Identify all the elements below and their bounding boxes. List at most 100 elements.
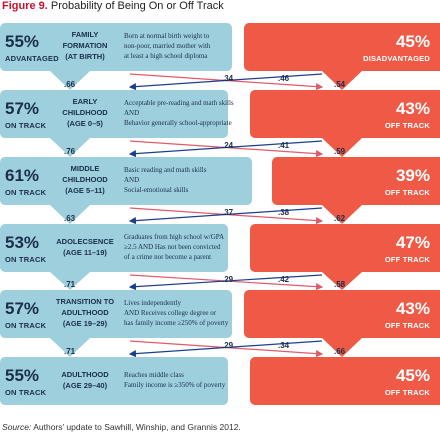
- criteria-line: AND Receives college degree or: [124, 309, 217, 317]
- stay-on-probability: .63: [64, 213, 76, 223]
- off-track-box: 47% OFF TRACK: [250, 224, 440, 272]
- stay-on-arrow: [50, 205, 90, 224]
- stay-on-arrow: [50, 338, 90, 357]
- on-track-percent: 53%: [5, 233, 40, 252]
- off-to-on-probability: .46: [278, 74, 290, 83]
- off-track-percent: 47%: [395, 233, 430, 252]
- on-to-off-probability: .29: [222, 341, 234, 350]
- off-track-percent: 45%: [395, 32, 430, 51]
- off-track-status: OFF TRACK: [384, 388, 430, 397]
- on-track-box: 57% ON TRACK EARLY CHILDHOOD (AGE 0–5) Accept…: [0, 90, 234, 138]
- stay-off-arrow: [322, 272, 362, 290]
- on-track-box: 55% ADVANTAGED FAMILY FORMATION (AT BIRTH) Bo…: [0, 23, 232, 71]
- off-to-on-arrow: [128, 73, 323, 91]
- criteria-line: Basic reading and math skills: [124, 166, 207, 174]
- on-track-box: 61% ON TRACK MIDDLE CHILDHOOD (AGE 5–11) Basi…: [0, 157, 252, 205]
- on-track-percent: 55%: [5, 32, 40, 51]
- off-to-on-arrow: [128, 207, 323, 225]
- source-label: Source:: [2, 422, 32, 432]
- stage-name-line: (AGE 5–11): [65, 186, 105, 195]
- criteria-line: Social-emotional skills: [124, 186, 189, 194]
- on-track-box: 57% ON TRACK TRANSITION TO ADULTHOOD (AGE 19…: [0, 290, 232, 338]
- stay-on-arrow: [50, 272, 90, 290]
- criteria-line: Born at normal birth weight to: [124, 32, 210, 40]
- off-to-on-arrow: [128, 274, 323, 291]
- source-note: Source: Authors’ update to Sawhill, Wins…: [2, 422, 241, 432]
- off-to-on-arrow: [128, 140, 323, 158]
- stage-name-line: EARLY: [72, 97, 98, 106]
- off-track-status: OFF TRACK: [384, 321, 430, 330]
- criteria-line: Lives independently: [124, 299, 181, 307]
- figure-title: Figure 9. Probability of Being On or Off…: [2, 0, 224, 12]
- stage-name-line: CHILDHOOD: [62, 108, 108, 117]
- off-track-percent: 45%: [395, 366, 430, 385]
- on-to-off-probability: .29: [222, 275, 234, 284]
- stay-off-probability: .62: [334, 213, 346, 223]
- stage-name: EARLY CHILDHOOD (AGE 0–5): [48, 96, 122, 129]
- on-track-percent: 57%: [5, 99, 40, 118]
- stage-criteria: Graduates from high school w/GPA ≥2.5 AND…: [124, 232, 224, 262]
- stage-name-line: (AGE 19–29): [62, 319, 108, 328]
- stage-criteria: Basic reading and math skills AND Social-e…: [124, 165, 206, 195]
- stay-on-probability: .71: [64, 280, 76, 289]
- stay-on-arrow: [50, 138, 90, 157]
- criteria-line: at least a high school diploma: [124, 52, 208, 60]
- criteria-line: non-poor, married mother with: [124, 42, 211, 50]
- off-track-box: 43% OFF TRACK: [250, 90, 440, 138]
- stay-off-probability: .59: [334, 146, 346, 156]
- off-track-box: 45% OFF TRACK: [250, 357, 440, 405]
- off-track-percent: 43%: [395, 99, 430, 118]
- stage-name: MIDDLE CHILDHOOD (AGE 5–11): [48, 163, 122, 196]
- criteria-line: Acceptable pre-reading and math skills: [124, 99, 234, 107]
- stage-criteria: Lives independently AND Receives college …: [124, 298, 228, 328]
- figure-label: Figure 9.: [2, 0, 48, 12]
- criteria-line: Graduates from high school w/GPA: [124, 233, 225, 241]
- on-track-box: 53% ON TRACK ADOLECSENCE (AGE 11–19) Graduat…: [0, 224, 228, 272]
- stage-name-line: (AGE 0–5): [67, 119, 103, 128]
- off-to-on-probability: .41: [278, 141, 290, 150]
- stay-off-arrow: [322, 138, 362, 157]
- stay-off-arrow: [322, 338, 362, 357]
- on-track-status: ON TRACK: [5, 121, 47, 130]
- criteria-line: ≥2.5 AND Has not been convicted: [124, 243, 221, 251]
- criteria-line: Reaches middle class: [124, 371, 184, 379]
- off-to-on-arrow: [128, 340, 323, 358]
- off-to-on-probability: .38: [278, 208, 290, 217]
- criteria-line: has family income ≥250% of poverty: [124, 319, 229, 327]
- stage-name: TRANSITION TO ADULTHOOD (AGE 19–29): [48, 296, 122, 329]
- off-track-status: DISADVANTAGED: [363, 54, 430, 63]
- stage-name: ADOLECSENCE (AGE 11–19): [48, 236, 122, 258]
- off-track-status: OFF TRACK: [384, 255, 430, 264]
- on-to-off-probability: .34: [222, 74, 234, 83]
- on-track-percent: 55%: [5, 366, 40, 385]
- on-track-box: 55% ON TRACK ADULTHOOD (AGE 29–40) Reaches m…: [0, 357, 228, 405]
- criteria-line: AND: [124, 109, 140, 117]
- off-track-box: 39% OFF TRACK: [272, 157, 440, 205]
- stage-name-line: (AGE 11–19): [63, 248, 107, 257]
- off-to-on-probability: .34: [278, 341, 290, 350]
- on-track-percent: 57%: [5, 299, 40, 318]
- stage-criteria: Born at normal birth weight to non-poor, …: [124, 31, 210, 61]
- stay-off-probability: .58: [334, 280, 346, 289]
- stage-name-line: CHILDHOOD: [62, 175, 108, 184]
- stage-name-line: TRANSITION TO: [55, 297, 115, 306]
- off-track-status: OFF TRACK: [384, 188, 430, 197]
- arrows-layer: [50, 71, 362, 358]
- on-to-off-probability: .37: [222, 208, 234, 217]
- criteria-line: Family income is ≥350% of poverty: [124, 381, 226, 389]
- on-track-status: ADVANTAGED: [5, 54, 59, 63]
- off-track-percent: 39%: [395, 166, 430, 185]
- off-track-status: OFF TRACK: [384, 121, 430, 130]
- on-track-status: ON TRACK: [5, 321, 47, 330]
- stage-name-line: FORMATION: [62, 41, 108, 50]
- figure-title-text: Probability of Being On or Off Track: [50, 0, 224, 12]
- stage-name-line: (AT BIRTH): [65, 52, 105, 61]
- on-track-status: ON TRACK: [5, 188, 47, 197]
- on-track-status: ON TRACK: [5, 388, 47, 397]
- stage-name-line: (AGE 29–40): [62, 381, 108, 390]
- stage-name-line: ADULTHOOD: [61, 370, 109, 379]
- stay-on-arrow: [50, 71, 90, 90]
- stay-off-arrow: [322, 71, 362, 90]
- stage-name-line: FAMILY: [71, 30, 99, 39]
- on-track-status: ON TRACK: [5, 255, 47, 264]
